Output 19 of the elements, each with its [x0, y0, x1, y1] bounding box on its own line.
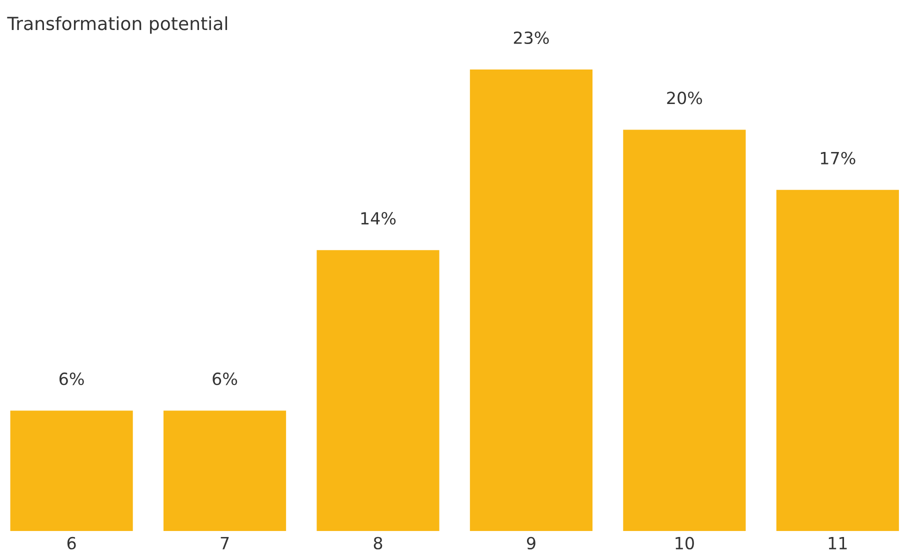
data-label: 6% — [60, 372, 84, 386]
data-label: 6% — [212, 372, 238, 386]
bar — [10, 410, 133, 531]
x-tick-label: 10 — [676, 536, 694, 550]
bar — [470, 70, 593, 531]
bar — [163, 410, 286, 531]
x-tick-label: 9 — [526, 536, 536, 550]
x-tick-label: 8 — [374, 536, 382, 550]
data-label: 17% — [820, 152, 856, 164]
x-tick-label: 6 — [67, 536, 76, 550]
bar — [776, 190, 899, 531]
x-tick-label: 11 — [828, 537, 847, 550]
chart-title: Transformation potential — [7, 16, 228, 34]
data-label: 23% — [514, 31, 549, 44]
data-label: 20% — [667, 92, 702, 104]
x-tick-label: 7 — [220, 537, 229, 550]
data-label: 14% — [361, 212, 396, 225]
bar — [623, 130, 746, 531]
bar — [316, 250, 440, 531]
